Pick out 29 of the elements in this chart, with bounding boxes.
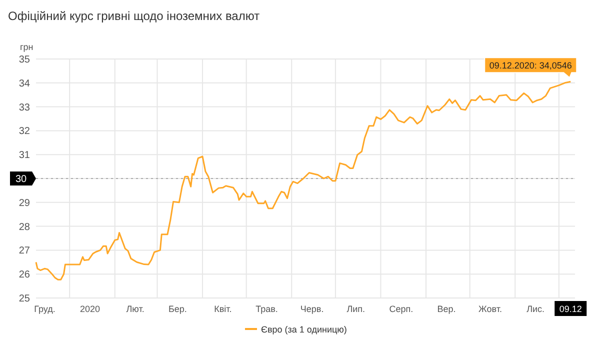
y-tick-label: 29 xyxy=(18,198,30,209)
x-tick-label: Лис. xyxy=(526,304,545,314)
x-tick-label: Груд. xyxy=(34,304,56,314)
x-tick-label: 09.12 xyxy=(559,304,582,314)
chart-title: Офіційний курс гривні щодо іноземних валют xyxy=(8,9,260,23)
y-tick-label: 32 xyxy=(18,126,30,138)
y-tick-label: 33 xyxy=(18,102,30,114)
y-tick-label: 26 xyxy=(18,270,30,281)
legend-label: Євро (за 1 одиницю) xyxy=(261,324,347,334)
x-tick-label: 2020 xyxy=(80,304,100,314)
y-axis-title: грн xyxy=(20,42,34,52)
x-tick-label: Черв. xyxy=(300,304,324,314)
x-tick-label: Квіт. xyxy=(214,304,232,314)
x-tick-label: Лют. xyxy=(126,304,144,314)
x-tick-label: Лип. xyxy=(346,304,366,314)
y-tick-label: 34 xyxy=(18,78,30,90)
y-tick-label: 28 xyxy=(18,222,30,233)
line-series xyxy=(35,80,572,280)
x-tick-label: Трав. xyxy=(256,304,278,314)
annotation: 09.12.2020: 34,0546 xyxy=(489,60,572,71)
x-tick-label: Жовт. xyxy=(478,304,502,314)
x-tick-label: Серп. xyxy=(389,304,414,314)
y-tick-label: 31 xyxy=(18,150,30,162)
y-tick-label: 35 xyxy=(18,54,30,66)
x-tick-label: Бер. xyxy=(168,304,187,314)
ref-line-label: 30 xyxy=(15,174,27,185)
y-tick-label: 27 xyxy=(18,246,30,257)
y-tick-label: 25 xyxy=(18,294,30,304)
x-tick-label: Вер. xyxy=(437,304,456,314)
